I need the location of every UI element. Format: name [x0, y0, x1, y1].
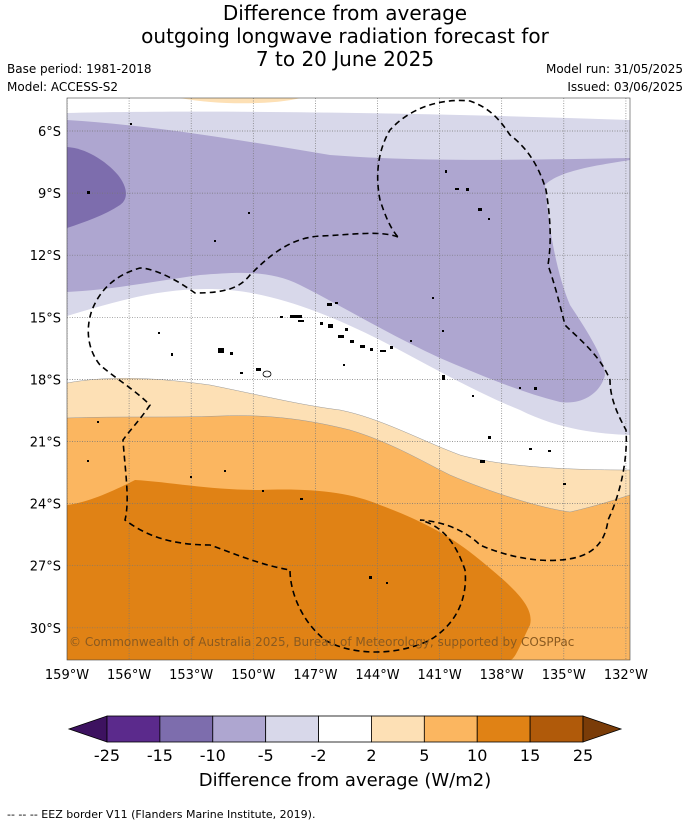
- latitude-label: 6°S: [38, 125, 61, 140]
- longitude-labels: 159°W 156°W 153°W 150°W 147°W 144°W 141°W 138°W…: [45, 668, 648, 683]
- atoll-outline: [262, 370, 272, 378]
- map-title-line-3: 7 to 20 June 2025: [255, 47, 435, 71]
- colorbar-segment: [106, 715, 161, 743]
- longitude-label: 147°W: [293, 668, 337, 683]
- colorbar-tick-label: 15: [520, 746, 540, 765]
- colorbar-label: Difference from average (W/m2): [198, 770, 492, 791]
- map-title-line-1: Difference from average: [222, 1, 468, 25]
- longitude-label: 156°W: [107, 668, 151, 683]
- longitude-label: 153°W: [169, 668, 213, 683]
- longitude-label: 132°W: [604, 668, 648, 683]
- colorbar-low-extend: [67, 715, 108, 743]
- colorbar-tick-label: -15: [147, 746, 173, 765]
- model-run-text: Model run: 31/05/2025: [545, 62, 683, 76]
- latitude-label: 27°S: [30, 560, 61, 575]
- longitude-label: 159°W: [45, 668, 89, 683]
- colorbar-tick-label: -5: [258, 746, 274, 765]
- latitude-label: 21°S: [30, 436, 61, 451]
- latitude-label: 15°S: [30, 311, 61, 326]
- colorbar-segment: [423, 715, 478, 743]
- colorbar: -25 -15 -10 -5 -2 2 5 10 15 25: [67, 715, 623, 765]
- latitude-label: 12°S: [30, 249, 61, 264]
- base-period-text: Base period: 1981-2018: [7, 62, 152, 76]
- colorbar-segment: [529, 715, 584, 743]
- colorbar-segment: [318, 715, 372, 743]
- colorbar-tick-label: 10: [467, 746, 487, 765]
- colorbar-tick-label: -10: [200, 746, 226, 765]
- colorbar-segment: [371, 715, 425, 743]
- longitude-label: 144°W: [355, 668, 399, 683]
- colorbar-segment: [476, 715, 531, 743]
- meta-right: Model run: 31/05/2025 Issued: 03/06/2025: [546, 60, 683, 96]
- latitude-labels: 6°S 9°S 12°S 15°S 18°S 21°S 24°S 27°S 30°S: [30, 125, 61, 637]
- eez-legend-footer: -- -- -- EEZ border V11 (Flanders Marine…: [7, 808, 316, 821]
- copyright-text: © Commonwealth of Australia 2025, Bureau…: [69, 635, 574, 649]
- anomaly-patch-top-orange: [180, 98, 300, 104]
- longitude-label: 150°W: [231, 668, 275, 683]
- model-text: Model: ACCESS-S2: [7, 80, 119, 94]
- colorbar-tick-label: -2: [311, 746, 327, 765]
- graticule: [67, 98, 630, 660]
- colorbar-tick-label: -25: [94, 746, 120, 765]
- latitude-label: 9°S: [38, 187, 61, 202]
- anomaly-patch-dark-purple: [67, 147, 126, 228]
- meta-left: Base period: 1981-2018 Model: ACCESS-S2: [7, 60, 152, 96]
- issued-text: Issued: 03/06/2025: [567, 80, 683, 94]
- colorbar-segment: [265, 715, 319, 743]
- colorbar-tick-label: 5: [419, 746, 429, 765]
- anomaly-band-dark-orange: [67, 480, 531, 660]
- latitude-label: 30°S: [30, 622, 61, 637]
- latitude-label: 18°S: [30, 373, 61, 388]
- longitude-label: 135°W: [542, 668, 586, 683]
- map-title-line-2: outgoing longwave radiation forecast for: [141, 24, 549, 48]
- colorbar-segment: [212, 715, 267, 743]
- map-frame: [66, 97, 631, 661]
- islands: [87, 123, 566, 584]
- eez-border: [87, 99, 628, 653]
- anomaly-band-medium-purple: [67, 120, 630, 403]
- colorbar-high-extend: [582, 715, 623, 743]
- latitude-label: 24°S: [30, 498, 61, 513]
- colorbar-segment: [159, 715, 214, 743]
- colorbar-tick-label: 2: [366, 746, 376, 765]
- longitude-label: 138°W: [480, 668, 524, 683]
- colorbar-tick-label: 25: [573, 746, 593, 765]
- longitude-label: 141°W: [418, 668, 462, 683]
- map-plot-area: © Commonwealth of Australia 2025, Bureau…: [67, 98, 630, 660]
